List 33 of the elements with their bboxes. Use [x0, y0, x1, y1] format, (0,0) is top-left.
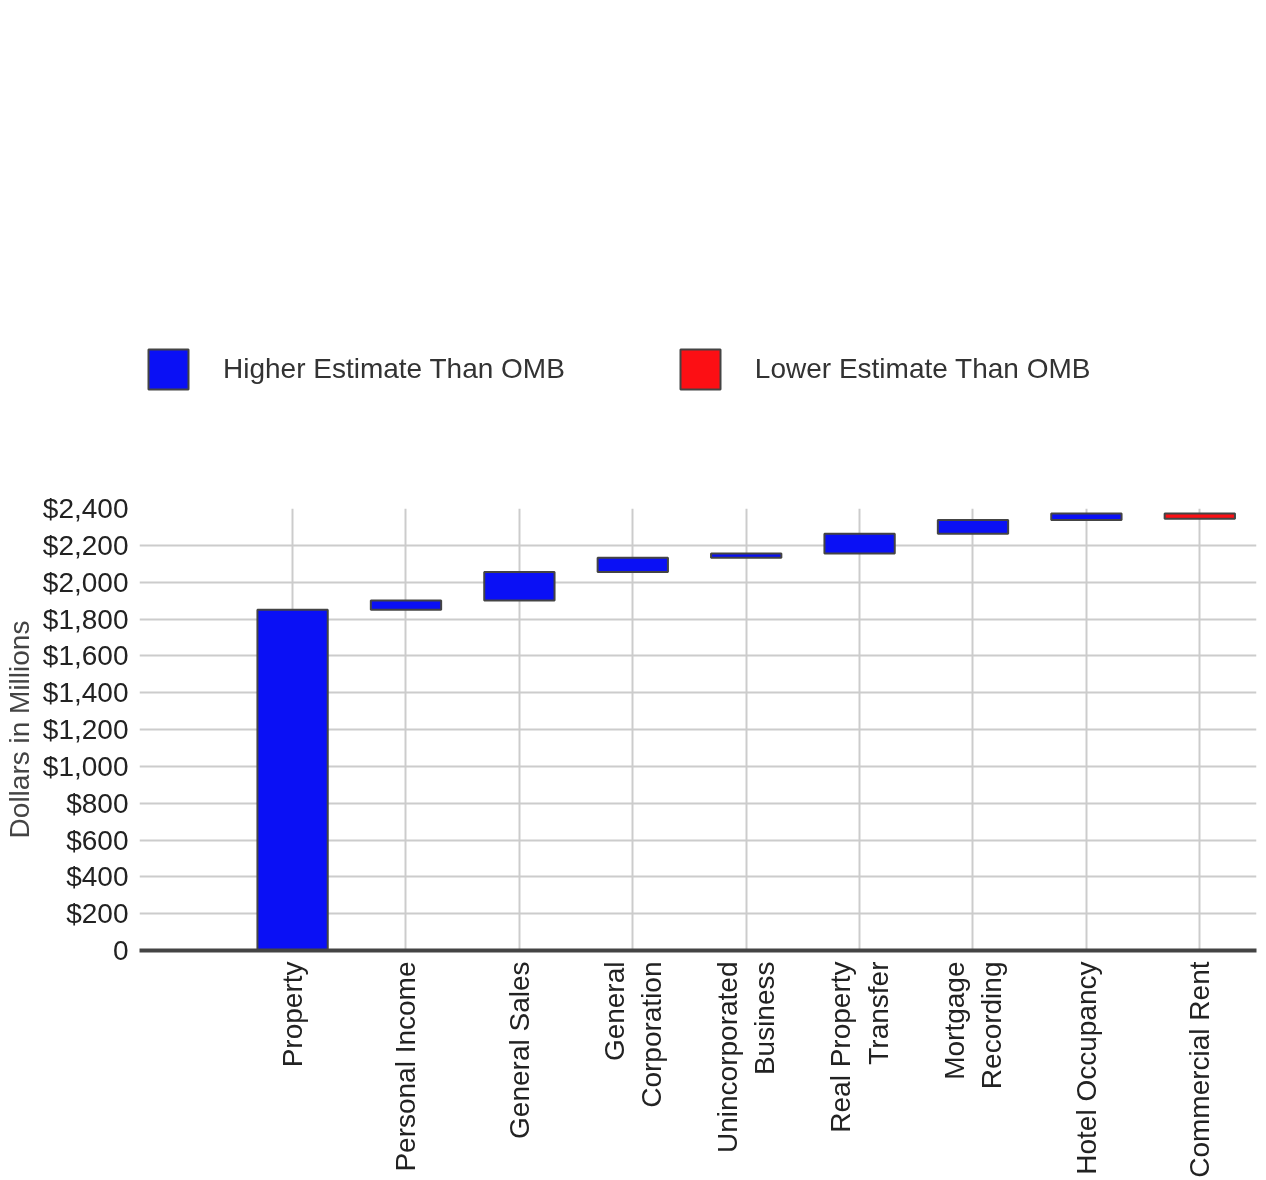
- x-tick-label: General Corporation: [598, 961, 667, 1108]
- x-tick-label: Property: [277, 961, 309, 1068]
- x-tick-label: Hotel Occupancy: [1070, 961, 1102, 1175]
- y-tick-label: $600: [66, 824, 129, 856]
- legend-label: Higher Estimate Than OMB: [223, 352, 565, 385]
- x-tick-label: Mortgage Recording: [938, 961, 1008, 1090]
- bar: [1163, 512, 1236, 520]
- y-tick-label: $2,400: [42, 493, 129, 524]
- y-tick-label: $1,800: [42, 603, 129, 635]
- bar: [710, 552, 783, 559]
- x-tick-label: Commercial Rent: [1184, 961, 1216, 1178]
- legend-label: Lower Estimate Than OMB: [754, 352, 1091, 385]
- bar: [936, 518, 1010, 535]
- y-tick-label: $200: [66, 898, 129, 930]
- bar: [483, 571, 556, 602]
- x-tick-label: Personal Income: [390, 961, 422, 1172]
- y-tick-label: $1,600: [42, 640, 129, 672]
- bar: [596, 556, 669, 574]
- y-tick-label: $1,200: [42, 714, 129, 745]
- y-tick-label: $2,000: [42, 566, 129, 598]
- y-tick-label: $1,400: [42, 677, 129, 709]
- bar: [369, 599, 443, 611]
- x-tick-label: Unincorporated Business: [712, 961, 781, 1153]
- x-tick-label: Real Property Transfer: [825, 961, 894, 1133]
- y-tick-label: 0: [112, 935, 129, 966]
- y-tick-label: $1,000: [42, 750, 129, 782]
- x-tick-label: General Sales: [503, 961, 535, 1139]
- y-axis-title: Dollars in Millions: [3, 620, 35, 839]
- y-tick-label: $800: [66, 787, 129, 819]
- y-tick-label: $2,200: [42, 529, 129, 561]
- bar: [823, 532, 896, 555]
- bar: [1050, 512, 1123, 521]
- y-tick-label: $400: [66, 861, 129, 893]
